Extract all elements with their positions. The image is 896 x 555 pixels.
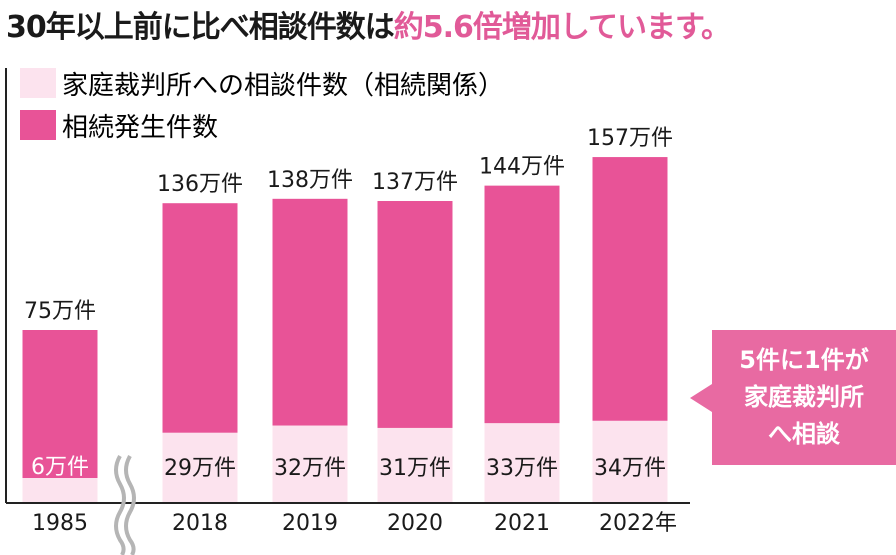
callout-line-2: 家庭裁判所	[744, 383, 864, 411]
bar-consult-0	[22, 478, 98, 502]
title-prefix: 30年以上前に比べ相談件数は	[6, 10, 395, 45]
legend-swatch-inheritance	[20, 110, 56, 140]
callout-line-3: へ相談	[768, 420, 841, 448]
x-tick-label-4: 2021	[494, 511, 550, 536]
axis-break-icon	[114, 455, 136, 555]
x-tick-label-0: 1985	[32, 511, 88, 536]
label-consult-4: 33万件	[486, 456, 558, 481]
title-accent: 約5.6倍増加しています。	[393, 10, 731, 45]
label-consult-2: 32万件	[274, 456, 346, 481]
x-tick-label-2: 2019	[282, 511, 338, 536]
bar-consult-1	[162, 432, 238, 502]
x-tick-label-5: 2022年	[599, 511, 677, 536]
x-tick-label-3: 2020	[387, 511, 443, 536]
label-consult-5: 34万件	[594, 456, 666, 481]
legend-swatch-consult	[20, 68, 56, 98]
label-consult-3: 31万件	[379, 456, 451, 481]
bar-marks: 75万件 6万件 1985 136万件 29万件 2018 138万件 32万件 2019 137…	[22, 126, 677, 536]
bar-consult-4	[484, 423, 560, 502]
label-inheritance-2: 138万件	[267, 168, 353, 193]
callout: 5件に1件が 家庭裁判所 へ相談	[690, 330, 896, 465]
legend-label-inheritance: 相続発生件数	[62, 113, 218, 143]
callout-line-1: 5件に1件が	[739, 346, 868, 374]
legend-label-consult: 家庭裁判所への相談件数（相続関係）	[62, 71, 504, 101]
x-tick-label-1: 2018	[172, 511, 228, 536]
label-consult-1: 29万件	[164, 456, 236, 481]
label-consult-0: 6万件	[31, 455, 89, 480]
label-inheritance-3: 137万件	[372, 170, 458, 195]
bar-consult-5	[592, 420, 668, 502]
callout-box	[690, 330, 896, 465]
chart-title: 30年以上前に比べ相談件数は約5.6倍増加しています。	[6, 2, 731, 46]
bar-inheritance-0	[22, 330, 98, 502]
bar-consult-3	[377, 427, 453, 502]
label-inheritance-0: 75万件	[24, 299, 96, 324]
bar-consult-2	[272, 425, 348, 502]
label-inheritance-5: 157万件	[587, 126, 673, 151]
label-inheritance-4: 144万件	[479, 155, 565, 180]
legend: 家庭裁判所への相談件数（相続関係） 相続発生件数	[20, 68, 504, 143]
label-inheritance-1: 136万件	[157, 172, 243, 197]
